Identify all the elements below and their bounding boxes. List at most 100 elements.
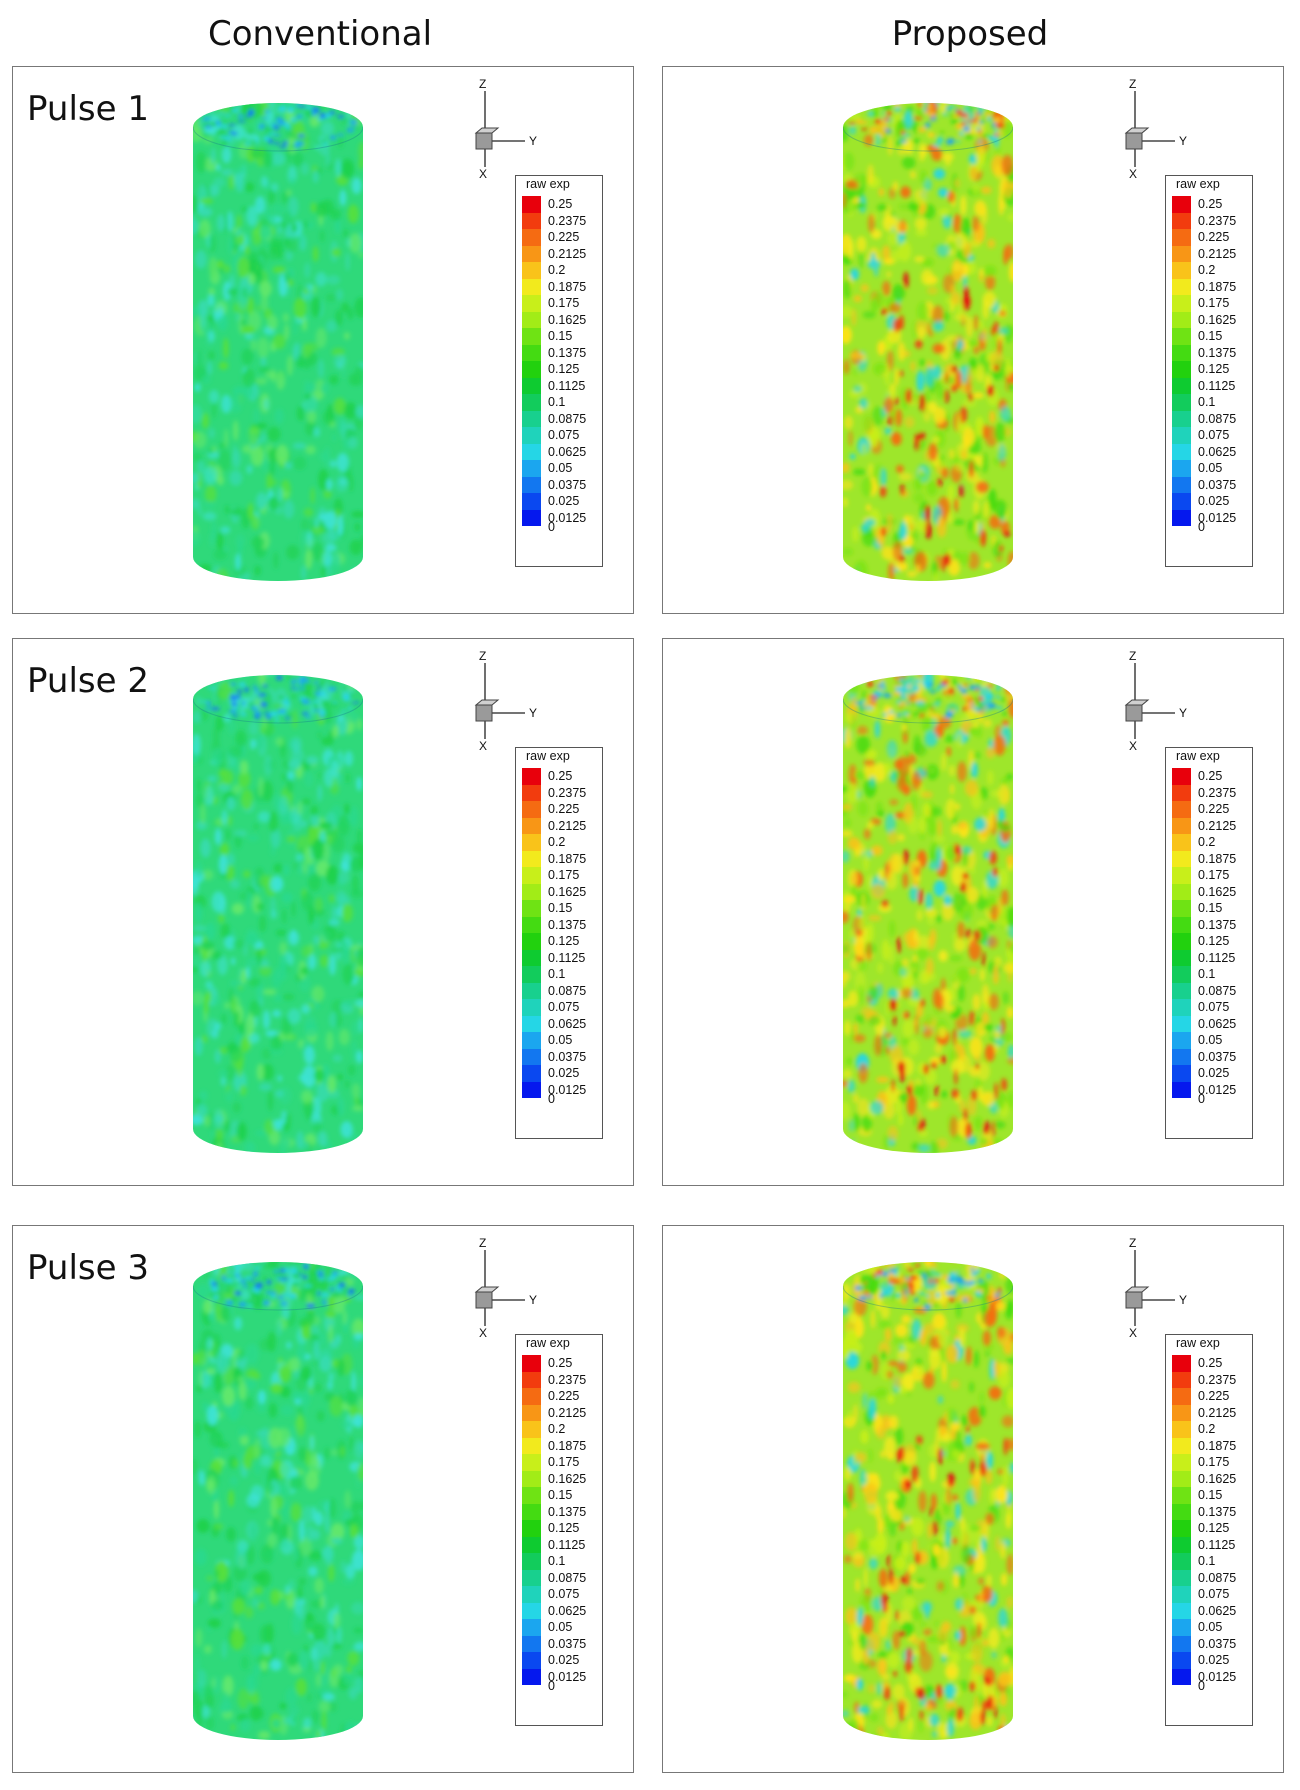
legend-level-label: 0.225 (548, 802, 580, 816)
cylinder-contour (843, 675, 1013, 1153)
axis-triad: Z Y X (474, 1238, 537, 1338)
column-title-conventional: Conventional (207, 14, 433, 54)
legend-swatch (522, 1503, 541, 1520)
legend-level-label: 0.2125 (1198, 1405, 1237, 1420)
legend-level-label: 0.1625 (548, 1471, 587, 1486)
legend-swatch (1172, 1586, 1191, 1603)
legend-level-label: 0.2375 (1198, 213, 1237, 228)
pulse-label: Pulse 1 (27, 89, 149, 129)
legend-level-label: 0.1875 (1198, 851, 1237, 866)
legend-level-label: 0.05 (1198, 1033, 1223, 1047)
legend-level-label: 0.25 (548, 769, 573, 783)
legend-swatch (522, 410, 541, 427)
legend-swatch (1172, 1635, 1191, 1652)
legend-swatch (1172, 1437, 1191, 1454)
cylinder-contour (193, 1262, 363, 1740)
legend-level-label: 0.15 (1198, 901, 1223, 915)
legend-swatch (522, 196, 541, 213)
cylinder-contour (843, 103, 1013, 581)
legend-swatch (522, 1081, 541, 1098)
legend-level-label: 0.125 (1198, 1521, 1230, 1535)
legend-level-label: 0.025 (548, 494, 580, 508)
legend-level-label: 0.15 (548, 1488, 573, 1502)
legend-zero-label: 0 (548, 1679, 555, 1693)
legend-level-label: 0.0375 (548, 1636, 587, 1651)
legend-level-label: 0.1125 (1198, 378, 1236, 393)
legend-level-label: 0.0875 (1198, 1570, 1237, 1585)
axis-triad: Z Y X (474, 79, 537, 179)
legend-level-label: 0.0125 (1198, 1669, 1237, 1684)
legend-swatch (1172, 377, 1191, 394)
legend-level-label: 0.15 (1198, 329, 1223, 343)
legend-level-label: 0.1625 (548, 312, 587, 327)
legend-swatch (522, 850, 541, 867)
axis-triad: Z Y X (474, 651, 537, 751)
legend-title: raw exp (526, 749, 570, 763)
legend-level-label: 0.075 (548, 1000, 580, 1014)
legend-swatch (1172, 784, 1191, 801)
legend-level-label: 0.0375 (548, 477, 587, 492)
legend-level-label: 0.1375 (1198, 917, 1237, 932)
legend-level-label: 0.1125 (548, 950, 586, 965)
legend-swatch (522, 1065, 541, 1082)
legend-level-label: 0.1875 (548, 279, 587, 294)
axis-x-label: X (1129, 167, 1137, 179)
legend-title: raw exp (1176, 1336, 1220, 1350)
legend-swatch (522, 1487, 541, 1504)
legend-swatch (1172, 1015, 1191, 1032)
legend-swatch (1172, 1602, 1191, 1619)
legend-zero-label: 0 (1198, 1679, 1205, 1693)
legend-level-label: 0.1 (1198, 395, 1216, 409)
legend-level-label: 0.0625 (548, 444, 587, 459)
legend-zero-label: 0 (548, 1092, 555, 1106)
legend-level-label: 0.1125 (548, 1537, 586, 1552)
legend-swatch (522, 328, 541, 345)
legend-swatch (522, 1586, 541, 1603)
legend-swatch (522, 999, 541, 1016)
legend-swatch (1172, 476, 1191, 493)
legend-level-label: 0.1375 (1198, 345, 1237, 360)
axis-z-label: Z (479, 79, 486, 91)
legend-level-label: 0.15 (548, 901, 573, 915)
colorbar-legend: raw exp 0.25 0.2375 0.225 0.2125 0.2 0.1875 0.1… (1165, 175, 1253, 567)
legend-swatch (522, 817, 541, 834)
legend-swatch (522, 229, 541, 246)
legend-swatch (1172, 295, 1191, 312)
legend-swatch (522, 883, 541, 900)
legend-level-label: 0.0625 (1198, 444, 1237, 459)
legend-swatch (522, 1635, 541, 1652)
legend-level-label: 0.175 (1198, 868, 1230, 882)
legend-swatch (1172, 883, 1191, 900)
legend-swatch (1172, 443, 1191, 460)
axis-z-label: Z (479, 651, 486, 663)
legend-level-label: 0.1375 (1198, 1504, 1237, 1519)
legend-level-label: 0.0875 (548, 411, 587, 426)
legend-level-label: 0.1875 (1198, 279, 1237, 294)
legend-level-label: 0.1 (1198, 1554, 1216, 1568)
legend-swatch (1172, 1470, 1191, 1487)
legend-swatch (522, 982, 541, 999)
legend-swatch (1172, 1487, 1191, 1504)
axis-z-label: Z (1129, 651, 1136, 663)
legend-swatch (1172, 999, 1191, 1016)
legend-swatch (1172, 1371, 1191, 1388)
legend-level-label: 0.0125 (548, 1082, 587, 1097)
legend-swatch (522, 966, 541, 983)
legend-swatch (1172, 933, 1191, 950)
colorbar-legend: raw exp 0.25 0.2375 0.225 0.2125 0.2 0.1875 0.1… (515, 1334, 603, 1726)
legend-level-label: 0.0875 (1198, 983, 1237, 998)
legend-level-label: 0.025 (1198, 1653, 1230, 1667)
legend-swatch (1172, 1421, 1191, 1438)
legend-swatch (522, 916, 541, 933)
legend-level-label: 0.25 (1198, 1356, 1223, 1370)
legend-swatch (522, 344, 541, 361)
axis-y-label: Y (529, 706, 537, 720)
legend-swatch (1172, 311, 1191, 328)
colorbar-legend: raw exp 0.25 0.2375 0.225 0.2125 0.2 0.1875 0.1… (515, 747, 603, 1139)
column-title-proposed: Proposed (891, 14, 1049, 54)
legend-swatch (1172, 262, 1191, 279)
legend-level-label: 0.1 (548, 967, 566, 981)
